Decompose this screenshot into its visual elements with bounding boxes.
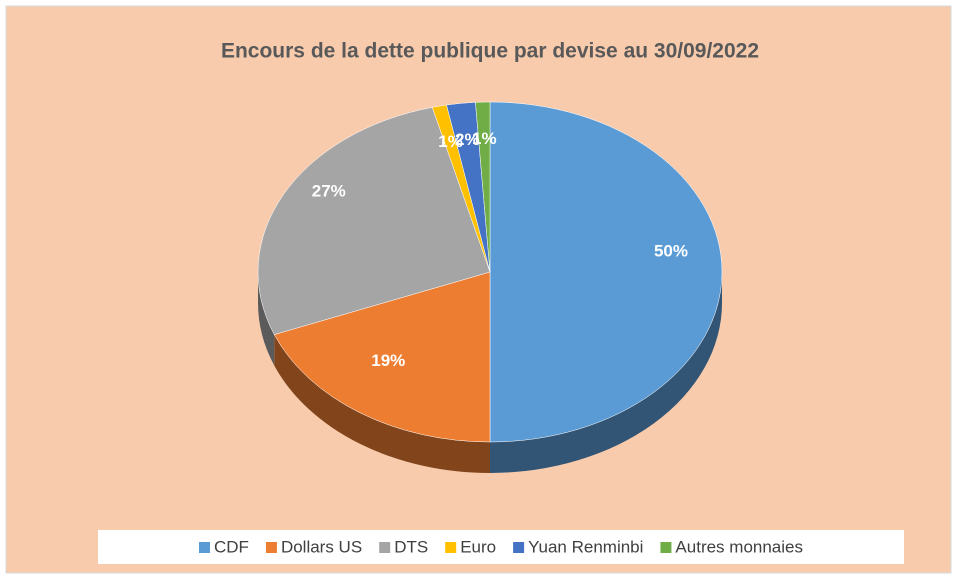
chart-title: Encours de la dette publique par devise … bbox=[221, 40, 759, 63]
data-label: 1% bbox=[472, 129, 497, 148]
legend-label: Yuan Renminbi bbox=[528, 537, 643, 556]
legend-label: DTS bbox=[394, 537, 428, 556]
slice-side bbox=[274, 334, 490, 473]
slice bbox=[489, 101, 723, 443]
legend-label: Dollars US bbox=[281, 537, 362, 556]
slice-side bbox=[258, 272, 275, 366]
slice bbox=[475, 101, 491, 273]
legend-box bbox=[98, 530, 904, 564]
legend-swatch bbox=[265, 542, 277, 553]
slice-side bbox=[490, 272, 722, 473]
slice bbox=[273, 271, 491, 443]
legend-label: Autres monnaies bbox=[675, 537, 803, 556]
legend-swatch bbox=[198, 542, 210, 553]
legend-label: Euro bbox=[460, 537, 496, 556]
legend-swatch bbox=[660, 542, 672, 553]
legend-label: CDF bbox=[214, 537, 249, 556]
data-label: 2% bbox=[455, 130, 480, 149]
legend-swatch bbox=[379, 542, 391, 553]
slice bbox=[257, 107, 491, 335]
data-label: 1% bbox=[438, 132, 463, 151]
legend-swatch bbox=[445, 542, 457, 553]
legend-swatch bbox=[513, 542, 525, 553]
data-label: 27% bbox=[312, 181, 346, 200]
data-label: 50% bbox=[654, 241, 688, 260]
data-label: 19% bbox=[371, 351, 405, 370]
